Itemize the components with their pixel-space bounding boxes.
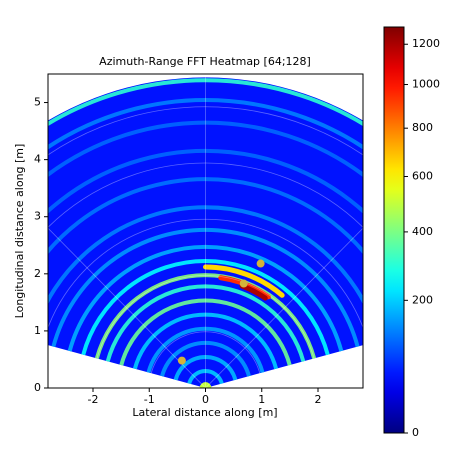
hotspot	[199, 382, 212, 388]
range-ring	[48, 177, 363, 255]
x-tick-label: 1	[258, 393, 265, 406]
colorbar-tick-label: 600	[412, 170, 433, 183]
x-tick-label: -1	[144, 393, 155, 406]
range-ring	[48, 120, 363, 178]
range-ring	[105, 284, 306, 362]
polar-grid-ring	[148, 331, 263, 388]
colorbar-tick-label: 200	[412, 293, 433, 306]
colorbar-tick-label: 800	[412, 121, 433, 134]
colorbar-tick-label: 400	[412, 225, 433, 238]
y-tick-label: 3	[34, 210, 41, 223]
y-tick-label: 5	[34, 96, 41, 109]
chart-title: Azimuth-Range FFT Heatmap [64;128]	[99, 55, 311, 68]
range-ring	[48, 78, 363, 127]
range-ring	[48, 98, 363, 150]
y-tick-label: 2	[34, 267, 41, 280]
range-ring	[160, 340, 251, 377]
colorbar-tick-label: 1000	[412, 78, 440, 91]
y-tick-label: 0	[34, 381, 41, 394]
colorbar-tick-label: 0	[412, 426, 419, 439]
detection-point	[239, 279, 248, 288]
fan-background	[48, 77, 363, 388]
detection-point	[177, 356, 186, 365]
x-axis-label: Lateral distance along [m]	[132, 406, 277, 419]
colorbar-tick-label: 1200	[412, 37, 440, 50]
polar-grid-spoke	[205, 227, 363, 388]
plot-area	[48, 77, 363, 388]
range-ring	[67, 244, 344, 352]
y-tick-label: 4	[34, 153, 41, 166]
range-ring	[132, 312, 279, 370]
range-ring	[146, 326, 265, 374]
range-ring	[187, 369, 224, 385]
polar-grid-ring	[48, 162, 363, 228]
range-ring	[51, 227, 360, 348]
x-tick-label: -2	[88, 393, 99, 406]
x-tick-label: 0	[202, 393, 209, 406]
range-ring	[94, 273, 317, 359]
y-tick-label: 1	[34, 324, 41, 337]
colorbar	[383, 26, 405, 434]
hotspot	[203, 264, 285, 298]
range-ring	[48, 148, 363, 214]
axes: -2 -1 0 1 2 0 1 2 3 4 5 0 200 400 600 800 1000 1200	[34, 26, 440, 439]
polar-grid-spoke	[48, 227, 206, 388]
range-ring	[48, 205, 363, 305]
polar-grid-ring	[48, 218, 363, 329]
polar-grid-ring	[92, 275, 319, 388]
range-ring	[119, 298, 292, 366]
x-tick-label: 2	[315, 393, 322, 406]
detection-point	[256, 259, 265, 268]
range-ring	[173, 354, 238, 381]
range-ring	[81, 258, 330, 356]
y-axis-label: Longitudinal distance along [m]	[13, 144, 26, 319]
polar-grid-ring	[48, 106, 363, 156]
